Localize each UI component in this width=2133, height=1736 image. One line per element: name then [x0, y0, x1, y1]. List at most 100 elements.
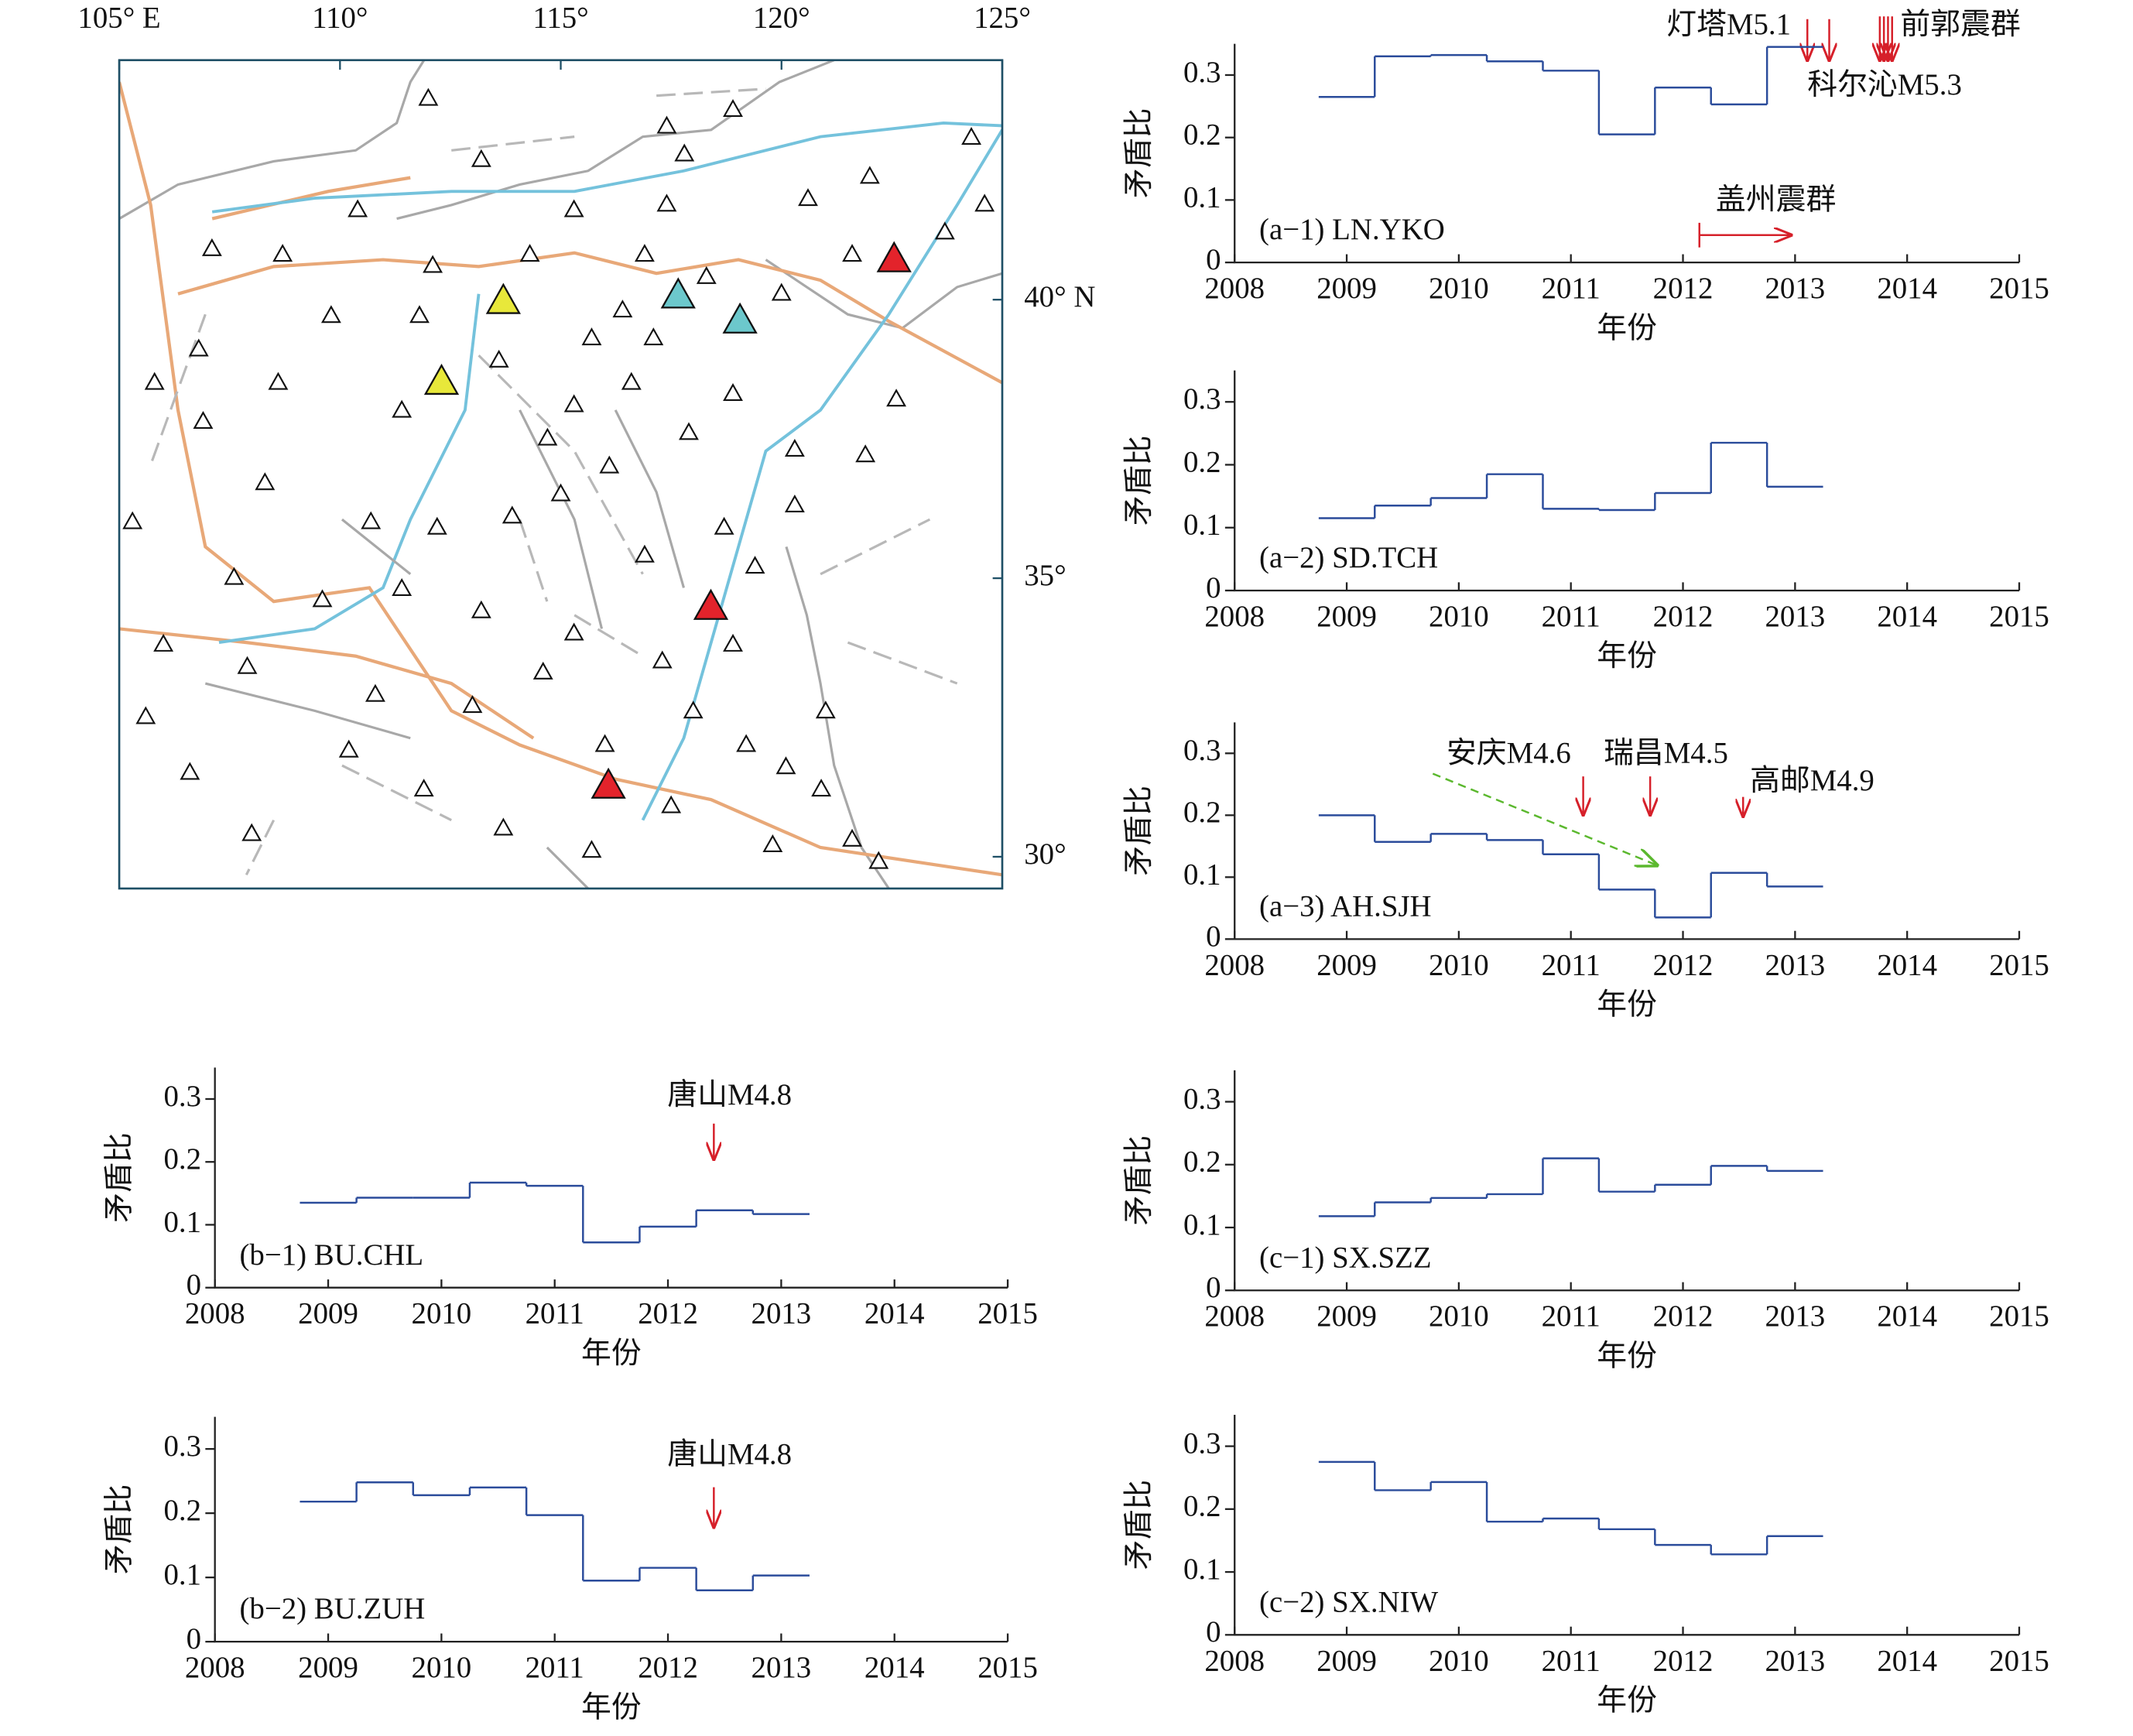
station: [886, 389, 907, 407]
x-tick-label: 110°: [312, 1, 368, 34]
station: [563, 622, 584, 641]
x-tick-label: 2008: [1204, 1299, 1265, 1333]
station: [268, 372, 289, 390]
x-tick-label: 2012: [638, 1297, 698, 1330]
station: [471, 149, 491, 167]
x-tick-label: 2014: [1877, 1644, 1937, 1677]
x-tick-label: 105° E: [77, 1, 160, 34]
panel-title: (b−1) BU.CHL: [239, 1238, 423, 1272]
station: [348, 199, 368, 217]
station: [338, 739, 359, 758]
x-tick-label: 2012: [1653, 1299, 1714, 1333]
station: [423, 255, 443, 273]
station: [714, 516, 734, 535]
x-tick-label: 2009: [1316, 600, 1377, 633]
x-tick-label: 2010: [1429, 1299, 1489, 1333]
y-tick-label: 0: [187, 1269, 201, 1302]
station: [855, 444, 876, 463]
station: [237, 656, 258, 674]
y-tick-label: 0: [1206, 919, 1221, 953]
station: [784, 439, 805, 457]
x-tick-label: 115°: [532, 1, 588, 34]
station: [180, 762, 200, 780]
y-axis-label: 矛盾比: [1122, 108, 1156, 199]
station: [144, 372, 165, 390]
station: [365, 683, 385, 702]
map-frame: [118, 59, 1004, 890]
station: [934, 221, 955, 240]
x-tick-label: 2010: [412, 1651, 472, 1684]
highlighted-station: [722, 302, 758, 334]
annotation: 安庆M4.6: [1447, 737, 1571, 770]
x-tick-label: 2014: [1877, 948, 1937, 981]
y-tick-label: 0.3: [163, 1430, 201, 1463]
station: [272, 244, 293, 262]
x-axis-label: 年份: [1597, 1339, 1657, 1372]
x-tick-label: 2013: [1765, 600, 1826, 633]
x-tick-label: 2010: [1429, 1644, 1489, 1677]
station: [974, 193, 995, 212]
y-tick-label: 0.2: [1183, 796, 1221, 829]
station: [135, 706, 156, 724]
x-tick-label: 2010: [1429, 600, 1489, 633]
highlighted-station: [485, 282, 521, 314]
x-tick-label: 2014: [1877, 1299, 1937, 1333]
x-tick-label: 2012: [1653, 1644, 1714, 1677]
y-tick-label: 0.3: [1183, 382, 1221, 416]
panel-title: (a−2) SD.TCH: [1259, 541, 1438, 574]
station: [696, 265, 717, 284]
station: [320, 305, 341, 324]
station: [634, 544, 655, 563]
station: [594, 734, 615, 752]
x-tick-label: 2010: [1429, 272, 1489, 305]
station: [413, 779, 434, 797]
y-tick-label: 0: [1206, 571, 1221, 604]
station: [361, 511, 382, 529]
annotation: 瑞昌M4.5: [1604, 737, 1728, 770]
x-tick-label: 125°: [974, 1, 1031, 34]
annotation: 唐山M4.8: [667, 1438, 792, 1471]
y-tick-label: 0.1: [1183, 858, 1221, 891]
x-tick-label: 2014: [864, 1297, 925, 1330]
station: [679, 422, 699, 440]
station: [798, 188, 818, 207]
station: [122, 511, 143, 529]
station: [488, 349, 509, 368]
station: [462, 695, 483, 714]
y-axis-label: 矛盾比: [1122, 1135, 1156, 1226]
y-tick-label: 40° N: [1024, 280, 1095, 313]
station: [418, 87, 439, 106]
panel-title: (c−2) SX.NIW: [1259, 1585, 1439, 1618]
station: [532, 661, 553, 680]
station: [745, 556, 765, 574]
x-tick-label: 2014: [1877, 600, 1937, 633]
x-tick-label: 2009: [298, 1297, 358, 1330]
station: [842, 244, 862, 262]
station: [581, 327, 602, 346]
annotation: 唐山M4.8: [667, 1078, 792, 1111]
station: [683, 700, 704, 719]
map-background: [119, 60, 1002, 889]
x-tick-label: 2014: [864, 1651, 925, 1684]
x-tick-label: 2013: [752, 1651, 812, 1684]
y-tick-label: 0: [1206, 1615, 1221, 1649]
y-tick-label: 0.1: [1183, 180, 1221, 214]
annotation: 科尔沁M5.3: [1807, 68, 1962, 101]
x-tick-label: 2012: [1653, 600, 1714, 633]
station: [153, 633, 174, 652]
station: [201, 238, 222, 256]
annotation-arrows: [714, 16, 1892, 1527]
x-tick-label: 2012: [1653, 272, 1714, 305]
y-tick-label: 0.1: [163, 1205, 201, 1238]
y-tick-label: 0: [1206, 1271, 1221, 1304]
x-tick-label: 2013: [1765, 948, 1826, 981]
panel-title: (a−1) LN.YKO: [1259, 213, 1445, 246]
x-tick-label: 2014: [1877, 272, 1937, 305]
station: [723, 633, 743, 652]
x-tick-label: 2011: [1542, 1644, 1601, 1677]
y-axis-label: 矛盾比: [103, 1484, 136, 1575]
station: [961, 126, 981, 145]
station: [868, 851, 889, 869]
highlighted-station: [660, 277, 696, 309]
